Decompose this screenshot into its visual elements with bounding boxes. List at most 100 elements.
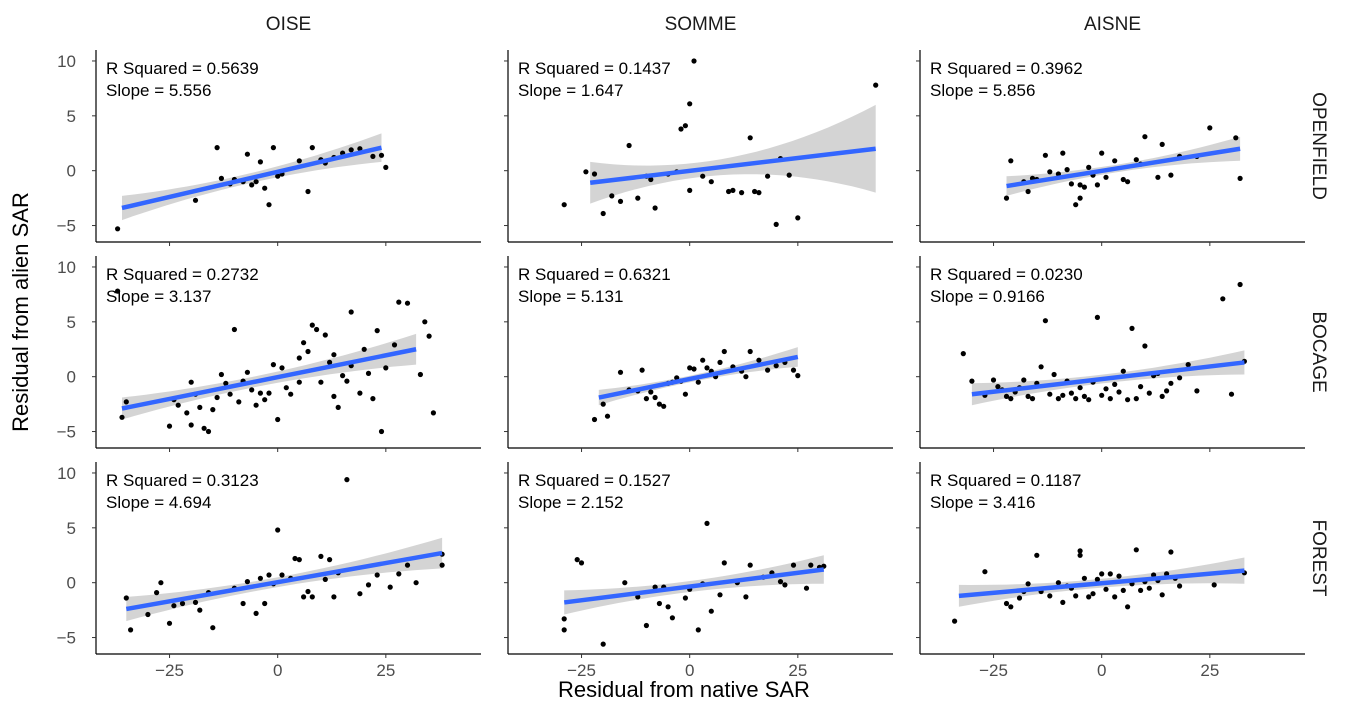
data-point <box>205 428 212 435</box>
data-point <box>1220 296 1226 302</box>
data-point <box>600 401 606 407</box>
regression-line <box>121 145 383 211</box>
x-tick-label: 0 <box>1097 661 1106 680</box>
data-point <box>309 594 315 600</box>
panel-oise-bocage: −5 0 5 10 R Squared = 0.2732 Slope = 3.137 <box>57 256 481 452</box>
data-point <box>426 333 432 339</box>
data-point <box>218 371 224 378</box>
data-point <box>691 366 697 372</box>
data-point <box>708 179 714 185</box>
data-point <box>305 188 311 195</box>
data-point <box>227 391 233 397</box>
data-point <box>348 309 354 315</box>
r-squared-label: R Squared = 0.6321 <box>518 265 671 284</box>
data-point <box>244 151 250 157</box>
data-point <box>648 176 654 183</box>
x-tick-label: −25 <box>567 661 596 680</box>
data-point <box>1025 393 1031 399</box>
data-point <box>288 391 294 397</box>
r-squared-label: R Squared = 0.0230 <box>930 265 1083 284</box>
data-point <box>1068 181 1074 187</box>
data-point <box>1133 396 1139 402</box>
panel-aisne-forest: −25 0 25 R Squared = 0.1187 Slope = 3.416 <box>916 462 1305 680</box>
data-point <box>1120 176 1126 183</box>
data-point <box>1125 604 1131 610</box>
data-point <box>279 365 285 371</box>
data-point <box>387 584 393 590</box>
regression-line <box>125 550 443 612</box>
data-point <box>391 342 398 348</box>
data-point <box>773 221 779 227</box>
data-point <box>166 620 173 626</box>
y-tick-label: −5 <box>57 423 76 442</box>
data-point <box>626 142 632 149</box>
data-point <box>1060 392 1066 398</box>
data-point <box>365 370 372 376</box>
data-point <box>257 390 263 396</box>
slope-label: Slope = 2.152 <box>518 493 623 512</box>
y-tick-label: 10 <box>57 258 76 277</box>
data-point <box>210 407 216 413</box>
data-point <box>223 380 229 386</box>
data-point <box>123 595 129 601</box>
data-point <box>249 387 255 393</box>
data-point <box>1168 172 1174 178</box>
data-point <box>262 600 268 607</box>
data-point <box>687 101 693 107</box>
data-point <box>1233 135 1239 141</box>
data-point <box>1112 594 1118 600</box>
data-point <box>1112 381 1118 387</box>
data-point <box>331 393 337 399</box>
data-point <box>682 123 689 129</box>
r-squared-label: R Squared = 0.1527 <box>518 471 671 490</box>
data-point <box>1155 174 1161 180</box>
data-point <box>583 169 589 175</box>
data-point <box>188 422 194 428</box>
data-point <box>1133 157 1139 163</box>
data-point <box>344 477 350 483</box>
data-point <box>790 562 797 568</box>
data-point <box>158 580 164 586</box>
data-point <box>609 193 615 199</box>
data-point <box>275 173 281 179</box>
slope-label: Slope = 3.416 <box>930 493 1035 512</box>
data-point <box>1107 396 1113 402</box>
data-point <box>652 205 658 211</box>
data-point <box>1177 375 1183 381</box>
data-point <box>773 363 779 369</box>
data-point <box>378 428 385 435</box>
data-point <box>695 379 701 385</box>
data-point <box>1159 592 1165 598</box>
data-point <box>244 579 250 585</box>
data-point <box>1142 134 1148 140</box>
data-point <box>561 627 567 633</box>
data-point <box>275 416 281 423</box>
data-point <box>244 369 250 375</box>
data-point <box>365 582 372 588</box>
data-point <box>396 571 402 577</box>
data-point <box>301 594 307 600</box>
data-point <box>656 401 663 407</box>
data-point <box>1194 388 1200 394</box>
panel-somme-openfield: R Squared = 0.1437 Slope = 1.647 <box>504 50 893 246</box>
data-point <box>752 188 758 195</box>
data-point <box>687 187 693 193</box>
data-point <box>1086 594 1092 600</box>
data-point <box>249 182 255 188</box>
data-point <box>600 641 606 647</box>
data-point <box>695 627 701 633</box>
data-point <box>430 410 436 416</box>
row-strip-label: FOREST <box>1308 519 1329 596</box>
y-tick-label: 0 <box>67 162 76 181</box>
data-point <box>635 195 641 201</box>
y-tick-label: 0 <box>67 574 76 593</box>
data-point <box>704 365 710 371</box>
data-point <box>691 58 697 64</box>
data-point <box>873 82 879 88</box>
data-point <box>1025 581 1031 587</box>
data-point <box>1055 580 1061 586</box>
slope-label: Slope = 1.647 <box>518 81 623 100</box>
slope-label: Slope = 3.137 <box>106 287 211 306</box>
data-point <box>1129 325 1135 331</box>
